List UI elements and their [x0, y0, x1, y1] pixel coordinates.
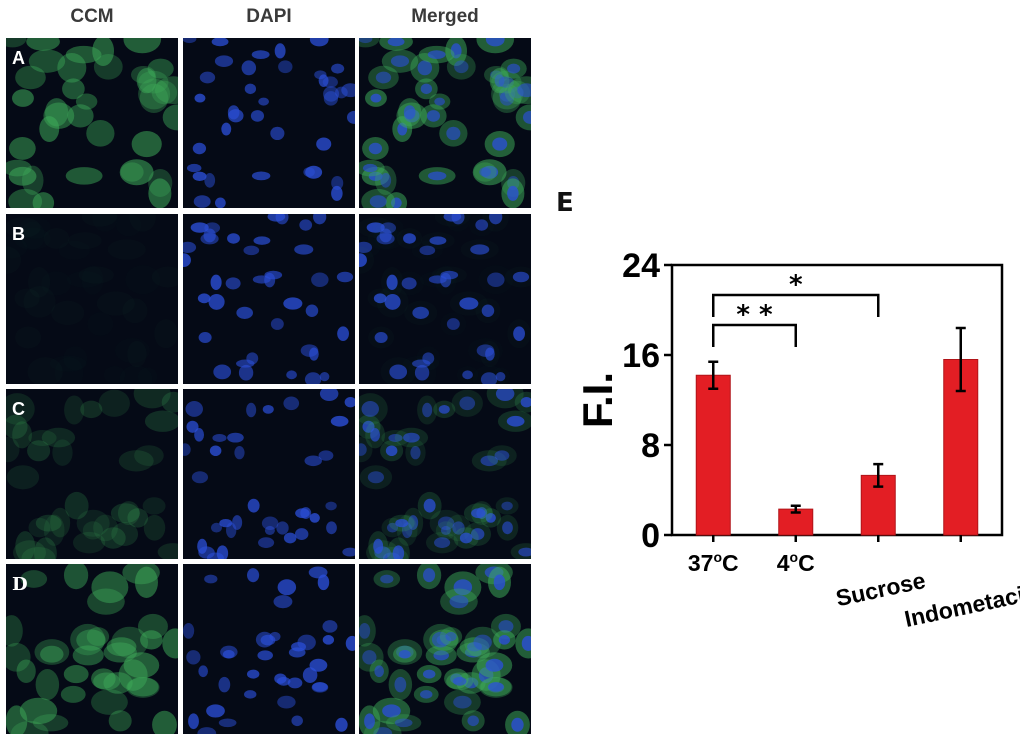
micrograph-c-merged — [359, 389, 531, 559]
significance-label-1: * * — [736, 300, 773, 330]
micrograph-b-dapi — [183, 214, 355, 384]
micrograph-d-ccm — [6, 564, 178, 734]
micrograph-a-ccm — [6, 38, 178, 208]
x-tick-label-1: 4oC — [777, 549, 815, 576]
y-tick-label-3: 24 — [622, 247, 660, 285]
x-tick-label-0: 37oC — [688, 549, 739, 576]
significance-bracket-1 — [712, 323, 797, 347]
y-tick-label-1: 8 — [641, 427, 660, 465]
row-label-d: D — [12, 574, 28, 595]
micrograph-b-ccm — [6, 214, 178, 384]
micrograph-d-dapi — [183, 564, 355, 734]
micrograph-c-ccm — [6, 389, 178, 559]
significance-label-0: * — [789, 270, 803, 300]
y-axis-label: F.I. — [574, 372, 621, 428]
row-label-c: C — [12, 399, 25, 419]
column-header-ccm: CCM — [70, 6, 114, 27]
micrograph-d-merged — [359, 564, 531, 734]
axes-frame — [670, 263, 1004, 537]
column-header-dapi: DAPI — [246, 6, 292, 27]
significance-bracket-0 — [712, 293, 880, 317]
panel-label-e: E — [556, 188, 574, 218]
bar-0 — [695, 374, 731, 536]
micrograph-a-merged — [359, 38, 531, 208]
micrograph-b-merged — [359, 214, 531, 384]
y-tick-label-2: 16 — [622, 337, 660, 375]
micrograph-c-dapi — [183, 389, 355, 559]
row-label-b: B — [12, 224, 25, 244]
y-tick-label-0: 0 — [641, 517, 660, 555]
column-header-merged: Merged — [411, 6, 479, 27]
micrograph-a-dapi — [183, 38, 355, 208]
row-label-a: A — [12, 48, 25, 68]
